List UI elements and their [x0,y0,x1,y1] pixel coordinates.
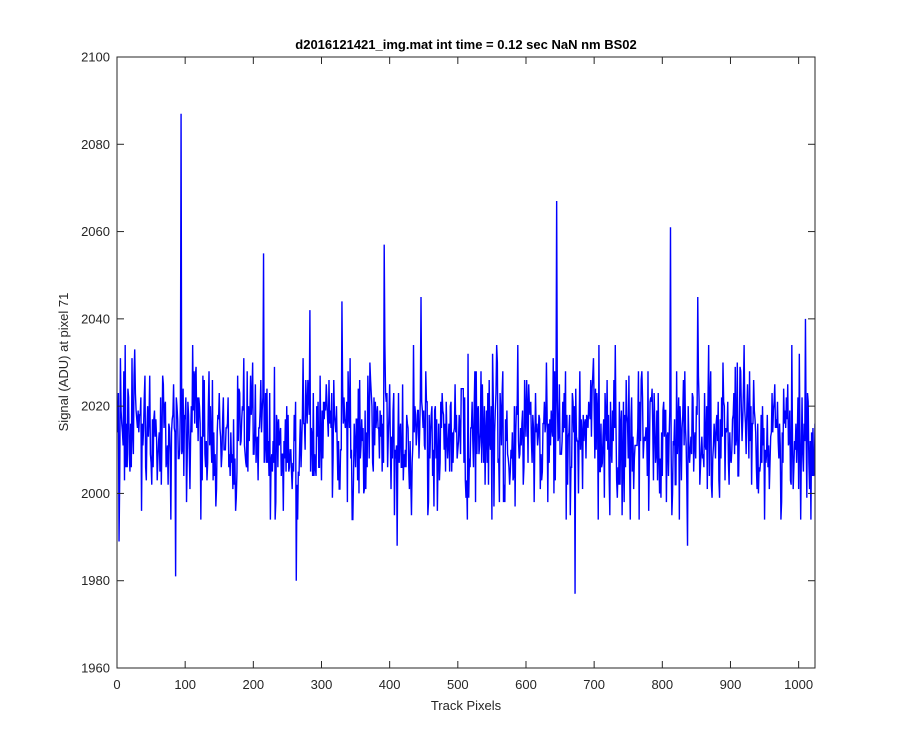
chart-title: d2016121421_img.mat int time = 0.12 sec … [295,37,636,52]
x-tick-label: 0 [113,677,120,692]
y-tick-label: 2000 [81,486,110,501]
y-tick-label: 2040 [81,311,110,326]
x-tick-label: 800 [651,677,673,692]
x-axis-label: Track Pixels [431,698,502,713]
plot-area [117,57,815,668]
x-tick-label: 300 [311,677,333,692]
x-tick-label: 500 [447,677,469,692]
y-tick-label: 2100 [81,50,110,65]
series-line-0 [117,113,815,594]
x-tick-label: 1000 [784,677,813,692]
x-tick-label: 200 [242,677,264,692]
plot-frame [116,56,816,669]
x-tick-label: 400 [379,677,401,692]
y-tick-label: 2060 [81,224,110,239]
ticks-layer: 0 100 200 300 400 500 600 700 800 900 1000 1960 1980… [81,50,815,692]
y-tick-label: 2080 [81,137,110,152]
y-tick-label: 1960 [81,661,110,676]
y-axis-label: Signal (ADU) at pixel 71 [56,293,71,432]
x-tick-label: 100 [174,677,196,692]
series-layer [117,113,815,594]
x-tick-label: 700 [583,677,605,692]
y-tick-label: 1980 [81,573,110,588]
y-tick-label: 2020 [81,399,110,414]
x-tick-label: 600 [515,677,537,692]
x-tick-label: 900 [720,677,742,692]
